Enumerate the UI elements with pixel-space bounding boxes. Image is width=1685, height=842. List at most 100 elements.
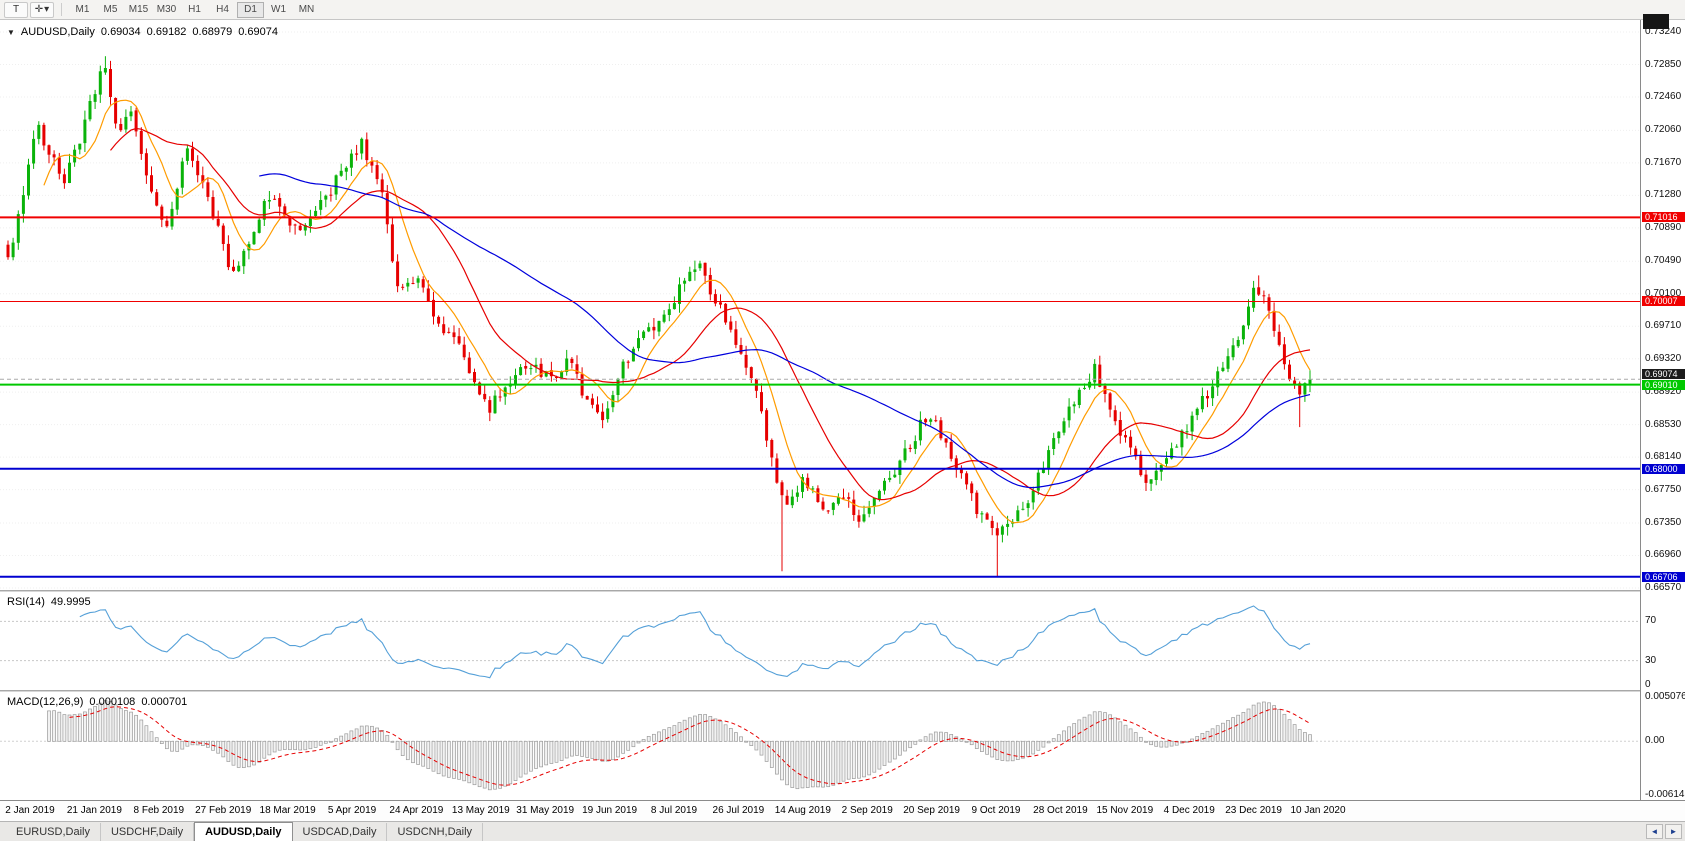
time-axis-label: 23 Dec 2019 [1225, 805, 1282, 816]
mid-ma-line [110, 127, 1311, 501]
rsi-axis-label: 30 [1645, 654, 1657, 666]
macd-histogram [47, 700, 1312, 791]
price-axis-label: 0.69710 [1645, 320, 1682, 332]
timeframe-button-m30[interactable]: M30 [153, 2, 180, 18]
arrow-right-icon: ► [1669, 827, 1678, 836]
chart-tab-usdcnh[interactable]: USDCNH,Daily [387, 823, 484, 841]
price-axis-label: 0.72460 [1645, 91, 1682, 103]
dropdown-caret-icon: ▾ [44, 4, 50, 15]
time-axis-label: 5 Apr 2019 [327, 805, 377, 816]
macd-pane[interactable] [0, 692, 1640, 800]
time-axis-label: 2 Sep 2019 [841, 805, 893, 816]
chart-tab-eurusd[interactable]: EURUSD,Daily [6, 823, 101, 841]
chart-tab-usdchf[interactable]: USDCHF,Daily [101, 823, 195, 841]
price-axis-label: 0.66960 [1645, 549, 1682, 561]
time-axis-label: 8 Feb 2019 [133, 805, 185, 816]
ohlc-close-value: 0.69074 [238, 26, 278, 38]
price-axis-label: 0.72850 [1645, 58, 1682, 70]
price-axis-label: 0.69320 [1645, 352, 1682, 364]
chart-tab-bar: EURUSD,Daily USDCHF,Daily AUDUSD,Daily USDC… [0, 821, 1685, 841]
time-axis-label: 9 Oct 2019 [971, 805, 1021, 816]
chart-title: ▼ AUDUSD,Daily 0.69034 0.69182 0.68979 0… [7, 26, 278, 38]
text-tool-button[interactable]: T [4, 1, 28, 18]
chart-dropdown-icon[interactable]: ▼ [7, 27, 15, 37]
price-axis-label: 0.71670 [1645, 156, 1682, 168]
timeframe-button-m5[interactable]: M5 [97, 2, 124, 18]
time-axis-label: 10 Jan 2020 [1290, 805, 1346, 816]
rsi-pane[interactable] [0, 592, 1640, 690]
rsi-name: RSI(14) [7, 596, 45, 608]
macd-value: 0.000108 [89, 696, 136, 708]
timeframe-button-group: M1 M5 M15 M30 H1 H4 D1 W1 MN [69, 1, 320, 18]
price-line-tag: 0.68000 [1642, 463, 1685, 474]
time-axis-label: 31 May 2019 [516, 805, 575, 816]
arrow-left-icon: ◄ [1650, 827, 1659, 836]
time-axis-label: 21 Jan 2019 [66, 805, 122, 816]
tab-scroll-left-button[interactable]: ◄ [1646, 824, 1663, 839]
price-scale-axis[interactable]: 0.73240 0.72850 0.72460 0.72060 0.71670 0.712… [1640, 20, 1685, 800]
macd-name: MACD(12,26,9) [7, 696, 84, 708]
crosshair-tool-icon: ✛ [34, 4, 44, 15]
text-tool-icon: T [12, 4, 20, 15]
price-axis-label: 0.68530 [1645, 418, 1682, 430]
macd-signal-value: 0.000701 [141, 696, 188, 708]
price-axis-label: 0.68140 [1645, 451, 1682, 463]
price-axis-label: 0.70890 [1645, 221, 1682, 233]
current-price-tag: 0.69074 [1642, 369, 1685, 380]
macd-axis-label: -0.006148 [1645, 789, 1685, 800]
chart-tab-audusd[interactable]: AUDUSD,Daily [194, 822, 293, 841]
macd-axis-label: 0.00 [1645, 735, 1665, 747]
ohlc-low-value: 0.68979 [192, 26, 233, 38]
timeframe-button-w1[interactable]: W1 [265, 2, 292, 18]
time-axis-label: 8 Jul 2019 [650, 805, 698, 816]
price-axis-label: 0.72060 [1645, 124, 1682, 136]
timeframe-button-m15[interactable]: M15 [125, 2, 152, 18]
toolbar-separator [61, 3, 62, 16]
chart-tab-usdcad[interactable]: USDCAD,Daily [293, 823, 388, 841]
timeframe-button-mn[interactable]: MN [293, 2, 320, 18]
rsi-axis-label: 0 [1645, 679, 1651, 690]
macd-axis-label: 0.005076 [1645, 691, 1685, 702]
price-line-tag: 0.69010 [1642, 379, 1685, 390]
ohlc-high-value: 0.69182 [146, 26, 187, 38]
ohlc-open-value: 0.69034 [100, 26, 141, 38]
price-line-tag: 0.66706 [1642, 571, 1685, 582]
timeframe-button-d1[interactable]: D1 [237, 1, 264, 18]
pane-splitter-macd[interactable] [0, 690, 1685, 692]
tab-scroll-controls: ◄ ► [1646, 824, 1682, 839]
price-axis-label: 0.70100 [1645, 287, 1682, 299]
candlestick-series [6, 56, 1312, 578]
price-axis-label: 0.71280 [1645, 189, 1682, 201]
price-axis-label: 0.67750 [1645, 483, 1682, 495]
rsi-line [79, 605, 1311, 679]
slow-ma-line [259, 173, 1311, 489]
price-axis-label: 0.66570 [1645, 582, 1682, 593]
time-axis-label: 14 Aug 2019 [774, 805, 831, 816]
time-axis-label: 4 Dec 2019 [1163, 805, 1215, 816]
tab-scroll-right-button[interactable]: ► [1665, 824, 1682, 839]
price-line-tag: 0.71016 [1642, 212, 1685, 223]
symbol-period-label: AUDUSD,Daily [20, 26, 95, 38]
drawing-tool-button[interactable]: ✛ ▾ [30, 1, 54, 18]
macd-signal-line [69, 706, 1311, 786]
chart-window: 0.73240 0.72850 0.72460 0.72060 0.71670 0.712… [0, 20, 1685, 800]
timeframe-button-m1[interactable]: M1 [69, 2, 96, 18]
time-axis[interactable]: 2 Jan 2019 21 Jan 2019 8 Feb 2019 27 Feb 20… [0, 800, 1685, 821]
rsi-indicator-label: RSI(14) 49.9995 [7, 596, 91, 608]
price-axis-label: 0.70490 [1645, 255, 1682, 267]
time-axis-label: 2 Jan 2019 [5, 805, 55, 816]
time-axis-label: 13 May 2019 [451, 805, 510, 816]
price-axis-label: 0.73240 [1645, 26, 1682, 37]
chart-tabs: EURUSD,Daily USDCHF,Daily AUDUSD,Daily USDC… [6, 822, 484, 841]
price-pane[interactable] [0, 20, 1640, 590]
pane-splitter-rsi[interactable] [0, 590, 1685, 592]
timeframe-button-h4[interactable]: H4 [209, 2, 236, 18]
price-axis-label: 0.68920 [1645, 386, 1682, 398]
rsi-axis-label: 70 [1645, 615, 1657, 627]
timeframe-toolbar: T ✛ ▾ M1 M5 M15 M30 H1 H4 D1 W1 MN [0, 0, 1685, 20]
price-gridlines [0, 31, 1640, 589]
rsi-value: 49.9995 [50, 596, 91, 608]
time-axis-label: 28 Oct 2019 [1033, 805, 1088, 816]
timeframe-button-h1[interactable]: H1 [181, 2, 208, 18]
